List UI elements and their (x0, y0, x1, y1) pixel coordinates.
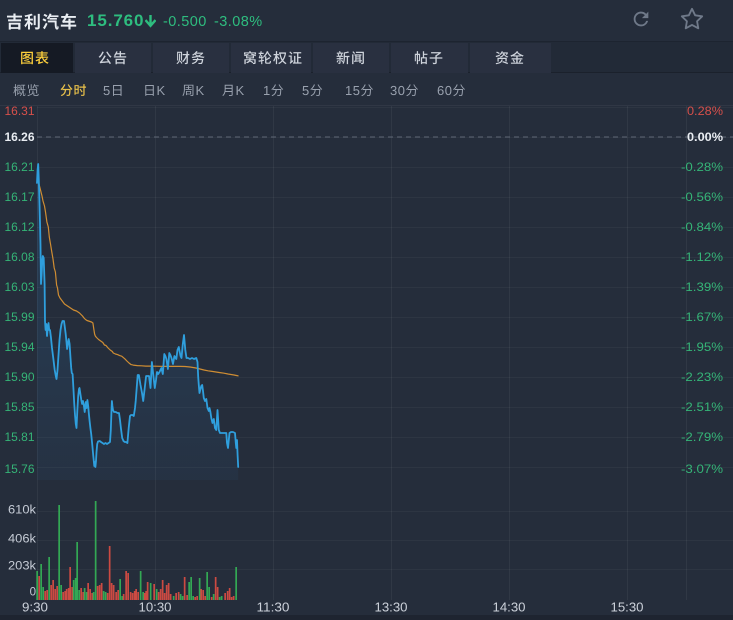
svg-text:-1.39%: -1.39% (681, 282, 723, 294)
svg-text:10:30: 10:30 (139, 601, 172, 615)
svg-text:16.03: 16.03 (5, 282, 35, 294)
svg-text:-1.95%: -1.95% (681, 342, 723, 354)
svg-text:16.31: 16.31 (5, 106, 35, 118)
svg-text:-0.56%: -0.56% (681, 192, 723, 204)
svg-text:15.76: 15.76 (5, 464, 35, 476)
svg-text:-2.23%: -2.23% (681, 372, 723, 384)
svg-text:406k: 406k (8, 534, 36, 546)
svg-text:15.90: 15.90 (5, 372, 35, 384)
svg-text:15:30: 15:30 (611, 601, 644, 615)
svg-text:13:30: 13:30 (375, 601, 408, 615)
svg-text:9:30: 9:30 (22, 601, 48, 615)
svg-text:0: 0 (30, 587, 36, 599)
svg-text:-1.12%: -1.12% (681, 252, 723, 264)
svg-text:15.81: 15.81 (5, 432, 35, 444)
svg-text:16.17: 16.17 (5, 192, 35, 204)
svg-text:16.26: 16.26 (5, 132, 35, 144)
svg-text:-2.79%: -2.79% (681, 432, 723, 444)
svg-text:-2.51%: -2.51% (681, 402, 723, 414)
svg-text:15.99: 15.99 (5, 312, 35, 324)
svg-text:16.21: 16.21 (5, 162, 35, 174)
svg-text:15.94: 15.94 (5, 342, 36, 354)
svg-text:610k: 610k (8, 505, 36, 517)
svg-text:0.00%: 0.00% (687, 132, 723, 144)
svg-text:0.28%: 0.28% (687, 106, 723, 118)
svg-text:-0.28%: -0.28% (681, 162, 723, 174)
svg-text:16.12: 16.12 (5, 222, 35, 234)
svg-text:11:30: 11:30 (257, 601, 290, 615)
svg-text:15.85: 15.85 (5, 402, 35, 414)
svg-text:203k: 203k (8, 561, 36, 573)
svg-text:-1.67%: -1.67% (681, 312, 723, 324)
svg-text:-0.84%: -0.84% (681, 222, 723, 234)
svg-text:14:30: 14:30 (493, 601, 526, 615)
svg-text:16.08: 16.08 (5, 252, 35, 264)
svg-text:-3.07%: -3.07% (681, 464, 723, 476)
